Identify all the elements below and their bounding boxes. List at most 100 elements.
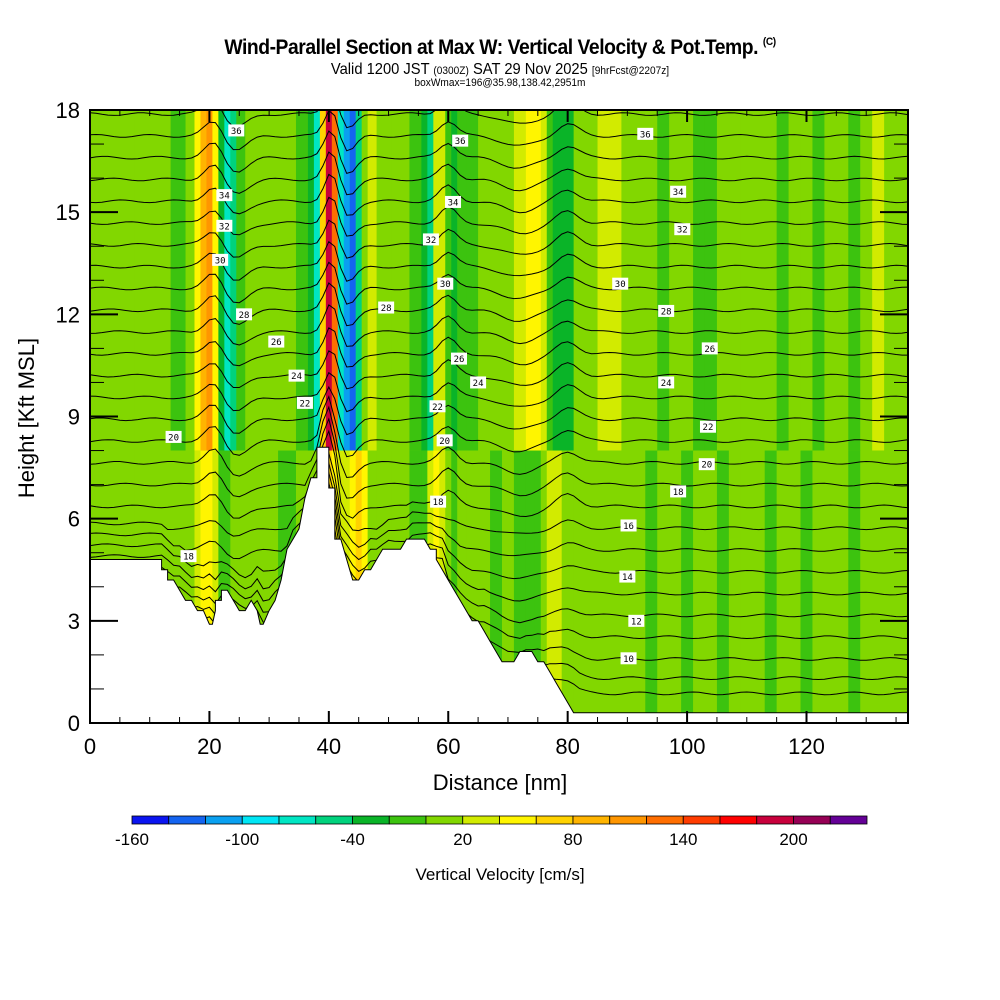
w-cell-upper <box>764 110 778 451</box>
contour-label-box <box>670 185 687 198</box>
colorbar-swatch <box>535 815 574 825</box>
box-wmax-info: boxWmax=196@35.98,138.42,2951m <box>414 77 586 89</box>
contour-label-text: 30 <box>615 280 626 290</box>
w-cell-upper <box>409 110 422 451</box>
contour-label-box <box>378 301 395 314</box>
w-cell-lower <box>230 450 237 723</box>
valid-time: Valid 1200 JST <box>330 61 430 78</box>
w-cell-upper <box>355 110 363 451</box>
colorbar-tick-label: -40 <box>340 830 365 849</box>
contour-label: 36 <box>637 127 654 140</box>
contour-label: 34 <box>670 185 687 198</box>
contour-label: 30 <box>212 253 229 266</box>
contour-label: 22 <box>296 396 313 409</box>
isentrope-line <box>90 110 908 152</box>
w-cell-lower <box>212 450 219 723</box>
colorbar-title: Vertical Velocity [cm/s] <box>415 865 584 884</box>
contour-label-box <box>216 189 233 202</box>
w-cell-upper <box>361 110 369 451</box>
isentrope-line <box>90 493 908 624</box>
contour-label-text: 30 <box>215 256 226 266</box>
contour-label: 32 <box>674 223 691 236</box>
y-tick-label: 6 <box>68 507 80 532</box>
w-cell-upper <box>546 110 554 451</box>
w-cell-lower <box>573 450 587 723</box>
w-cell-upper <box>501 110 515 451</box>
w-cell-lower <box>740 450 754 723</box>
x-tick-label: 0 <box>84 734 96 759</box>
w-cell-upper <box>669 110 682 451</box>
isentrope-line <box>90 282 908 327</box>
w-cell-upper <box>391 110 411 451</box>
w-cell-upper <box>376 110 393 451</box>
w-cell-upper <box>525 110 536 451</box>
w-cell-upper <box>367 110 378 451</box>
contour-label-box <box>268 335 285 348</box>
w-cell-upper <box>573 110 587 451</box>
w-cell-lower <box>693 450 706 723</box>
contour-label-text: 32 <box>426 236 437 246</box>
isentrope-line <box>90 471 908 580</box>
w-cell-lower <box>218 450 225 723</box>
contour-label: 10 <box>620 652 637 665</box>
contour-label-text: 28 <box>239 311 250 321</box>
w-cell-lower <box>824 450 837 723</box>
w-cell-upper <box>561 110 575 451</box>
x-tick-label: 80 <box>555 734 579 759</box>
w-cell-upper <box>170 110 187 451</box>
w-cell-upper <box>716 110 730 451</box>
contour-label-box <box>658 304 675 317</box>
w-cell-upper <box>681 110 694 451</box>
isentrope-line <box>90 395 908 458</box>
w-cell-upper <box>645 110 658 451</box>
contour-label-box <box>216 219 233 232</box>
contour-label-text: 28 <box>381 304 392 314</box>
w-cell-lower <box>657 450 670 723</box>
colorbar-swatch <box>315 815 353 825</box>
contour-label: 34 <box>216 189 233 202</box>
colorbar-swatch <box>131 815 170 825</box>
w-cell-upper <box>824 110 837 451</box>
colorbar-swatch <box>829 815 868 825</box>
contour-label-box <box>236 308 253 321</box>
w-cell-upper <box>349 110 357 451</box>
contour-label: 36 <box>452 134 469 147</box>
w-cell-upper <box>451 110 458 451</box>
w-cell-upper <box>872 110 885 451</box>
w-cell-upper <box>185 110 196 451</box>
contour-label: 32 <box>422 233 439 246</box>
contour-label-box <box>436 434 453 447</box>
copyright-mark: (C) <box>762 36 776 48</box>
w-cell-upper <box>295 110 309 451</box>
w-cell-lower <box>585 450 599 723</box>
contour-label-text: 34 <box>219 192 230 202</box>
contour-label-box <box>470 376 487 389</box>
w-cell-upper <box>116 110 136 451</box>
contour-label-box <box>620 519 637 532</box>
isentrope-line <box>90 417 908 499</box>
contour-label: 20 <box>436 434 453 447</box>
colorbar-swatch <box>609 815 647 825</box>
w-cell-lower <box>752 450 766 723</box>
w-cell-lower <box>561 450 575 723</box>
forecast-info: [9hrFcst@2207z] <box>591 65 670 77</box>
w-cell-lower <box>848 450 861 723</box>
w-cell-lower <box>546 450 554 723</box>
w-cell-upper <box>260 110 279 451</box>
w-cell-upper <box>800 110 814 451</box>
contour-label: 26 <box>450 352 467 365</box>
contour-label-box <box>699 420 716 433</box>
contour-label-text: 32 <box>677 226 688 236</box>
colorbar-tick-label: -100 <box>225 830 259 849</box>
w-cell-lower <box>776 450 790 723</box>
w-cell-upper <box>152 110 172 451</box>
w-cell-upper <box>836 110 849 451</box>
contour-label: 32 <box>216 219 233 232</box>
isentrope-line <box>90 173 908 216</box>
w-cell-lower <box>812 450 826 723</box>
w-cell-upper <box>313 110 321 451</box>
x-axis-title: Distance [nm] <box>433 770 568 795</box>
contour-label-box <box>165 430 182 443</box>
contour-label-box <box>437 277 454 290</box>
